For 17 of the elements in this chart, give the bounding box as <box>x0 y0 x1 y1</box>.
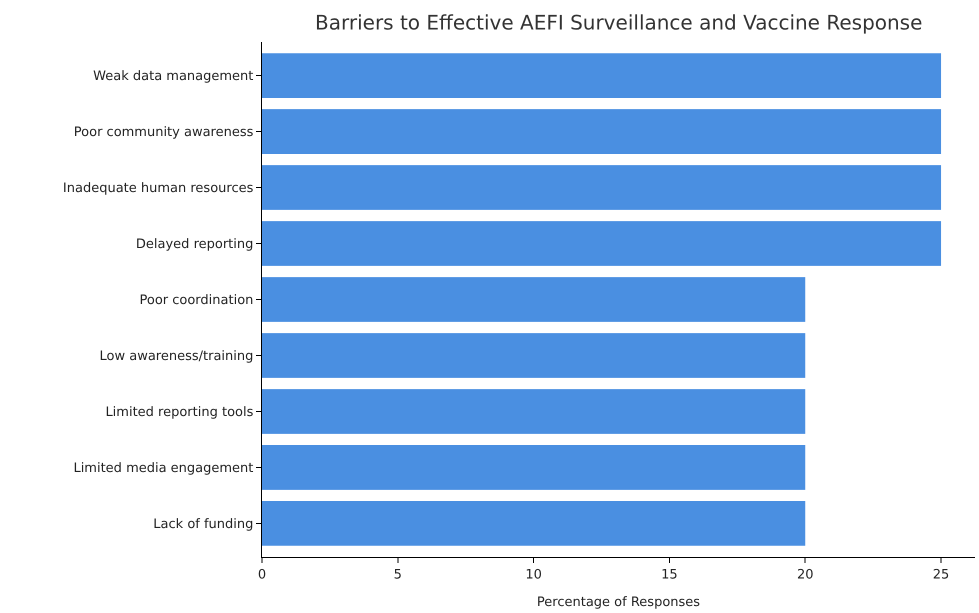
y-tick-label: Lack of funding <box>153 516 254 532</box>
y-tick-label: Poor coordination <box>139 293 254 308</box>
chart-title: Barriers to Effective AEFI Surveillance and Vaccine Response <box>315 10 922 34</box>
x-axis-title: Percentage of Responses <box>536 595 700 610</box>
y-tick-label: Poor community awareness <box>74 125 254 140</box>
x-tick-label: 10 <box>525 568 542 583</box>
y-tick-label: Inadequate human resources <box>62 181 254 196</box>
y-tick-label: Low awareness/training <box>100 349 254 364</box>
x-tick-label: 0 <box>258 568 266 583</box>
x-tick-label: 15 <box>661 568 678 583</box>
x-tick-label: 5 <box>394 568 402 583</box>
x-tick-label: 25 <box>932 568 950 583</box>
y-tick-label: Delayed reporting <box>136 237 254 252</box>
y-tick-label: Limited media engagement <box>73 460 254 476</box>
y-tick-label: Weak data management <box>93 69 254 84</box>
x-tick-label: 20 <box>796 568 814 583</box>
y-tick-label: Limited reporting tools <box>105 405 254 420</box>
